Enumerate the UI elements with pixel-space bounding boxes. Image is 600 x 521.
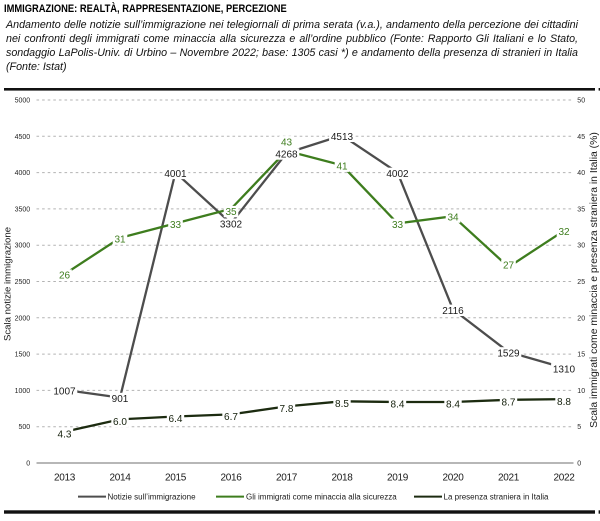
svg-text:3000: 3000 (15, 243, 31, 250)
svg-text:34: 34 (447, 213, 459, 224)
svg-text:4002: 4002 (386, 169, 409, 180)
svg-text:41: 41 (336, 162, 348, 173)
svg-text:4268: 4268 (275, 150, 298, 161)
svg-text:4.3: 4.3 (58, 430, 72, 441)
svg-text:32: 32 (558, 227, 570, 238)
svg-text:2000: 2000 (15, 315, 31, 322)
svg-text:33: 33 (392, 220, 404, 231)
svg-text:25: 25 (577, 279, 585, 286)
svg-text:2013: 2013 (54, 473, 76, 484)
svg-text:4500: 4500 (15, 134, 31, 141)
svg-text:50: 50 (577, 98, 585, 105)
svg-text:2017: 2017 (276, 473, 298, 484)
svg-text:4001: 4001 (164, 169, 187, 180)
svg-text:3302: 3302 (220, 220, 243, 231)
svg-text:7.8: 7.8 (280, 404, 294, 415)
svg-text:2020: 2020 (442, 473, 464, 484)
svg-text:2021: 2021 (498, 473, 520, 484)
svg-text:Scala notizie immigrazione: Scala notizie immigrazione (2, 227, 13, 341)
svg-text:26: 26 (59, 271, 71, 282)
svg-text:6.4: 6.4 (169, 414, 183, 425)
svg-text:10: 10 (577, 388, 585, 395)
svg-text:6.7: 6.7 (224, 412, 238, 423)
svg-text:35: 35 (225, 207, 237, 218)
svg-text:2500: 2500 (15, 279, 31, 286)
svg-text:15: 15 (577, 352, 585, 359)
svg-text:1529: 1529 (497, 348, 520, 359)
svg-text:1007: 1007 (53, 386, 76, 397)
svg-text:500: 500 (19, 424, 31, 431)
svg-text:30: 30 (577, 243, 585, 250)
svg-text:Scala immigrati come minaccia: Scala immigrati come minaccia e presenza… (589, 132, 600, 428)
svg-text:20: 20 (577, 315, 585, 322)
svg-text:43: 43 (281, 137, 293, 148)
svg-text:8.4: 8.4 (391, 400, 405, 411)
svg-text:2116: 2116 (442, 306, 464, 317)
svg-text:31: 31 (114, 234, 126, 245)
svg-text:0: 0 (26, 461, 30, 468)
svg-text:La presenza straniera in Itali: La presenza straniera in Italia (444, 493, 550, 502)
svg-text:8.4: 8.4 (446, 400, 460, 411)
svg-text:5: 5 (577, 424, 581, 431)
svg-text:35: 35 (577, 206, 585, 213)
svg-text:3500: 3500 (15, 206, 31, 213)
svg-text:4513: 4513 (331, 132, 354, 143)
svg-text:6.0: 6.0 (113, 417, 127, 428)
svg-text:8.8: 8.8 (557, 397, 571, 408)
svg-text:1000: 1000 (15, 388, 31, 395)
svg-text:2014: 2014 (109, 473, 131, 484)
svg-text:2022: 2022 (553, 473, 575, 484)
svg-text:5000: 5000 (15, 98, 31, 105)
svg-text:8.5: 8.5 (335, 399, 349, 410)
svg-text:2019: 2019 (387, 473, 409, 484)
svg-text:1310: 1310 (553, 364, 576, 375)
svg-text:4000: 4000 (15, 170, 31, 177)
svg-text:901: 901 (112, 394, 129, 405)
svg-text:0: 0 (577, 461, 581, 468)
svg-text:8.7: 8.7 (502, 398, 516, 409)
svg-text:33: 33 (170, 220, 182, 231)
svg-text:27: 27 (503, 261, 515, 272)
svg-text:45: 45 (577, 134, 585, 141)
svg-text:40: 40 (577, 170, 585, 177)
svg-text:2018: 2018 (331, 473, 353, 484)
svg-text:Gli immigrati come minaccia al: Gli immigrati come minaccia alla sicurez… (246, 493, 397, 502)
svg-text:1500: 1500 (15, 352, 31, 359)
svg-text:Notizie sull’immigrazione: Notizie sull’immigrazione (108, 493, 197, 502)
svg-text:2015: 2015 (165, 473, 187, 484)
svg-text:2016: 2016 (220, 473, 242, 484)
